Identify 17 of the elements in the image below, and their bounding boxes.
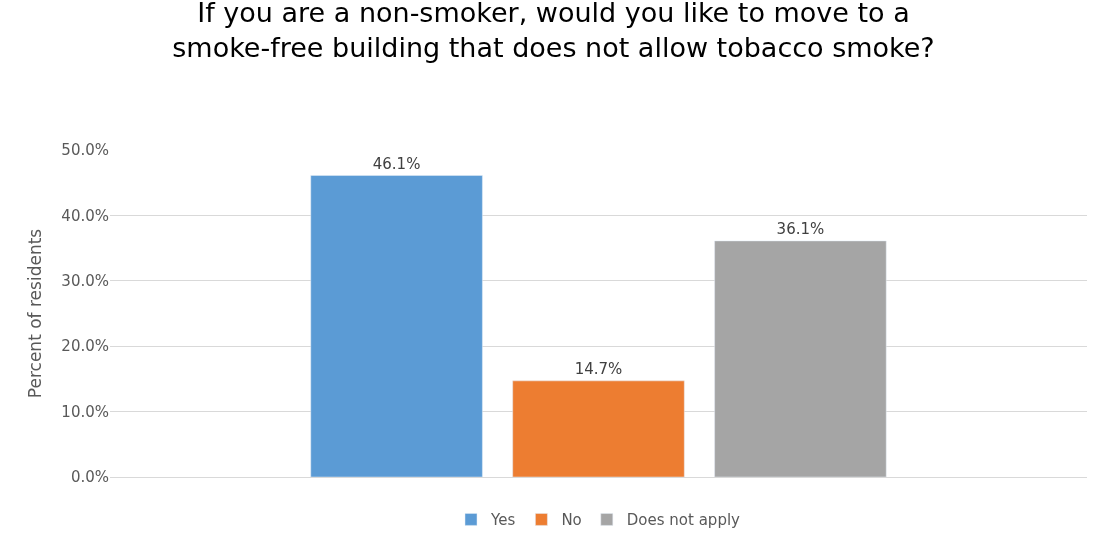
chart-title: If you are a non-smoker, would you like to move to a smoke-free building that does not allow tobacco smoke? [172,0,935,64]
y-tick-label: 0.0% [70,468,109,487]
bar [714,240,887,477]
y-tick-label: 40.0% [61,206,109,225]
bar [310,175,483,477]
y-tick-label: 30.0% [61,272,109,291]
legend-label: Does not apply [626,511,741,530]
legend-label: No [561,511,582,530]
legend-label: Yes [490,511,516,530]
data-label: 46.1% [372,154,421,173]
y-tick-label: 20.0% [61,337,109,356]
data-label: 36.1% [776,219,825,238]
bar [512,380,685,477]
data-label: 14.7% [574,359,623,378]
y-axis-title: Percent of residents [24,228,45,399]
y-tick-label: 10.0% [61,402,109,421]
y-tick-label: 50.0% [61,141,109,160]
